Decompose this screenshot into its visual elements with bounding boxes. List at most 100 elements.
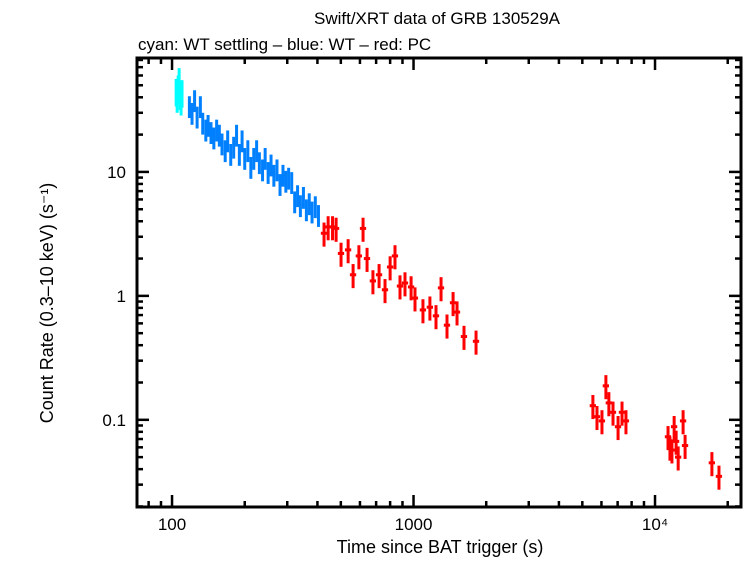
- series-wt: [187, 90, 320, 227]
- axis-ticks: 100 1000 10⁴ 0.1 1 10: [102, 58, 741, 534]
- data-point: [432, 305, 440, 330]
- data-point: [261, 159, 265, 182]
- data-point: [287, 167, 291, 190]
- data-point: [407, 276, 415, 301]
- data-point: [681, 434, 689, 459]
- data-point: [316, 205, 320, 227]
- data-point: [381, 279, 389, 304]
- y-tick-label: 1: [117, 287, 126, 306]
- data-point: [296, 185, 300, 208]
- data-point: [195, 106, 199, 129]
- data-point: [255, 140, 259, 163]
- y-axis-label: Count Rate (0.3–10 keV) (s⁻¹): [37, 183, 57, 424]
- data-point: [715, 465, 723, 490]
- data-point: [349, 264, 357, 289]
- data-point: [310, 201, 314, 224]
- data-points: [174, 68, 723, 490]
- data-point: [223, 140, 227, 163]
- data-point: [602, 375, 609, 400]
- data-point: [246, 140, 250, 163]
- chart-subtitle: cyan: WT settling – blue: WT – red: PC: [138, 35, 431, 54]
- data-point: [337, 242, 345, 267]
- data-point: [668, 439, 676, 464]
- data-point: [605, 392, 612, 417]
- data-point: [679, 410, 687, 435]
- data-point: [232, 136, 236, 159]
- data-point: [307, 193, 311, 216]
- data-point: [190, 102, 194, 125]
- data-point: [209, 122, 213, 144]
- data-point: [290, 172, 294, 194]
- x-tick-label: 100: [158, 515, 186, 534]
- data-point: [220, 133, 224, 156]
- data-point: [375, 264, 383, 289]
- data-point: [240, 130, 244, 153]
- data-point: [593, 405, 601, 431]
- data-point: [708, 452, 716, 477]
- data-point: [278, 174, 282, 196]
- data-point: [252, 147, 256, 170]
- data-point: [622, 410, 630, 435]
- data-point: [329, 216, 336, 241]
- data-point: [313, 196, 317, 219]
- data-point: [298, 195, 302, 218]
- data-point: [229, 143, 233, 166]
- data-point: [235, 124, 239, 147]
- data-point: [180, 80, 184, 108]
- data-point: [272, 164, 276, 187]
- data-point: [391, 245, 399, 270]
- data-point: [281, 164, 285, 187]
- data-point: [320, 222, 328, 247]
- data-point: [215, 119, 219, 142]
- data-point: [598, 410, 606, 435]
- data-point: [198, 96, 202, 119]
- series-pc: [320, 216, 723, 490]
- x-axis-label: Time since BAT trigger (s): [337, 537, 544, 557]
- data-point: [460, 325, 468, 350]
- data-point: [396, 275, 404, 300]
- y-tick-label: 10: [107, 163, 126, 182]
- data-point: [304, 199, 308, 222]
- data-point: [263, 147, 267, 170]
- data-point: [237, 143, 241, 166]
- data-point: [386, 256, 394, 281]
- data-point: [437, 277, 445, 302]
- data-point: [443, 314, 451, 339]
- data-point: [426, 296, 434, 321]
- data-point: [193, 90, 197, 113]
- chart-title: Swift/XRT data of GRB 130529A: [314, 9, 561, 28]
- data-point: [301, 186, 305, 209]
- data-point: [609, 401, 617, 426]
- data-point: [217, 124, 221, 147]
- data-point: [589, 394, 596, 420]
- data-point: [672, 430, 680, 455]
- data-point: [411, 287, 419, 312]
- x-tick-label: 1000: [395, 515, 433, 534]
- data-point: [363, 247, 371, 272]
- data-point: [453, 301, 461, 326]
- data-point: [401, 272, 409, 297]
- y-tick-label: 0.1: [102, 411, 126, 430]
- data-point: [332, 217, 340, 242]
- data-point: [618, 401, 626, 426]
- data-point: [449, 292, 457, 317]
- data-point: [614, 415, 622, 441]
- data-point: [243, 147, 247, 170]
- data-point: [269, 154, 273, 177]
- data-point: [226, 130, 230, 153]
- data-point: [206, 114, 210, 137]
- data-point: [359, 217, 367, 242]
- data-point: [419, 299, 427, 324]
- data-point: [670, 415, 678, 441]
- data-point: [674, 446, 682, 471]
- series-wt-settling: [174, 68, 184, 116]
- data-point: [187, 96, 191, 119]
- data-point: [344, 239, 352, 264]
- data-point: [266, 162, 270, 184]
- plot-frame: [135, 56, 743, 509]
- data-point: [355, 245, 363, 270]
- data-point: [201, 112, 205, 135]
- data-point: [293, 191, 297, 214]
- data-point: [275, 159, 279, 182]
